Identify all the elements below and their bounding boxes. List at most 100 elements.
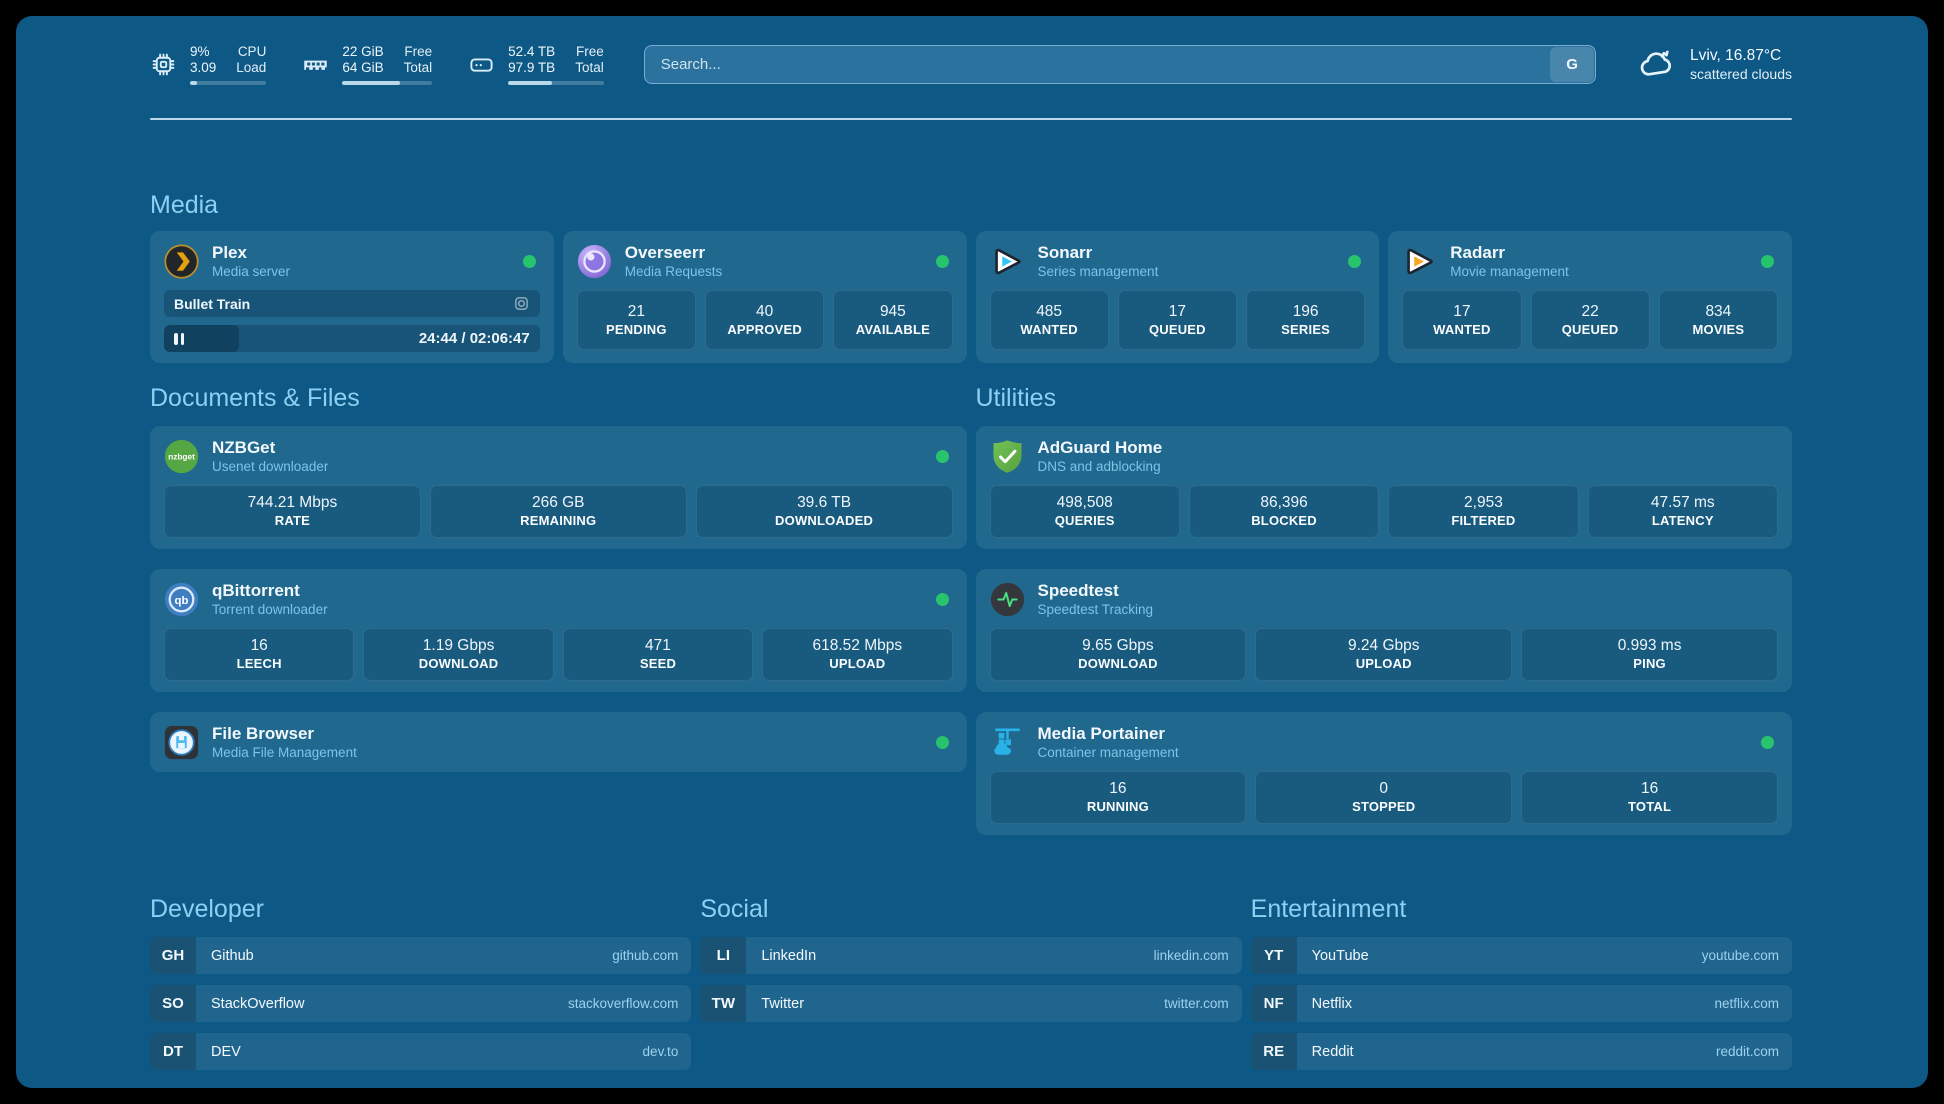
search-bar: G <box>643 44 1597 84</box>
cpu-icon <box>150 51 177 78</box>
app-card-header: File Browser Media File Management <box>164 723 953 761</box>
stat-value: 16 <box>250 637 268 654</box>
plex-icon <box>164 243 199 279</box>
now-playing-row: Bullet Train <box>164 290 540 317</box>
link-domain: stackoverflow.com <box>568 996 679 1011</box>
stat-label: UPLOAD <box>1355 656 1412 671</box>
link-abbr: NF <box>1250 985 1297 1022</box>
app-stats: 17 WANTED 22 QUEUED 834 MOVIES <box>1402 290 1778 350</box>
app-stats: 485 WANTED 17 QUEUED 196 SERIES <box>989 290 1366 350</box>
stat-value: 16 <box>1640 780 1659 797</box>
system-stat-body: 52.4 TB 97.9 TB Free Total <box>508 44 604 85</box>
stat-label: UPLOAD <box>829 656 886 671</box>
stat-progress-fill <box>190 80 197 85</box>
stat-value: 9.24 Gbps <box>1347 637 1420 654</box>
app-card-media-portainer[interactable]: Media Portainer Container management 16 RUN… <box>975 712 1792 835</box>
weather-condition: scattered clouds <box>1690 65 1792 82</box>
link-name: Github <box>211 947 254 964</box>
stat-value: 0 <box>1379 780 1389 797</box>
stat-label: SERIES <box>1281 322 1331 337</box>
stat-value: 266 GB <box>531 494 585 511</box>
app-card-plex[interactable]: Plex Media server Bullet Train 24:44 / 02:0… <box>150 231 554 363</box>
link-name: Twitter <box>761 995 805 1012</box>
middle-columns: Documents & Files nzbget NZBGet Usenet dow… <box>150 384 1792 835</box>
stat-value: 498,508 <box>1056 494 1113 511</box>
stat-value: 22 <box>1581 303 1599 320</box>
stat-label: QUEUED <box>1148 322 1206 337</box>
link-stackoverflow[interactable]: SO StackOverflow stackoverflow.com <box>150 985 692 1022</box>
stat-value-top: 9% <box>190 43 210 59</box>
weather-text: Lviv, 16.87°C scattered clouds <box>1690 46 1792 83</box>
stat-value: 196 <box>1292 303 1319 320</box>
search-engine-button[interactable]: G <box>1550 46 1595 82</box>
cloud-icon <box>1638 45 1676 83</box>
stat-progress-bar <box>508 80 604 85</box>
search-input[interactable] <box>643 44 1597 84</box>
stat-label: DOWNLOAD <box>1078 656 1158 671</box>
app-card-header: Speedtest Speedtest Tracking <box>990 580 1779 618</box>
link-github[interactable]: GH Github github.com <box>150 937 692 974</box>
link-domain: dev.to <box>642 1044 679 1059</box>
disk-icon <box>468 51 495 78</box>
stat-value: 2,953 <box>1464 494 1503 511</box>
header-divider <box>150 118 1792 120</box>
app-card-speedtest[interactable]: Speedtest Speedtest Tracking 9.65 Gbps DOWN… <box>975 569 1792 692</box>
link-domain: twitter.com <box>1164 996 1229 1011</box>
stat-value-bottom: 3.09 <box>190 59 217 75</box>
overseerr-icon <box>577 244 612 279</box>
stat-value: 618.52 Mbps <box>812 637 903 654</box>
stat-tile-total: 16 TOTAL <box>1521 771 1778 824</box>
app-card-overseerr[interactable]: Overseerr Media Requests 21 PENDING 40 APPROV… <box>562 231 967 363</box>
stat-tile-series: 196 SERIES <box>1246 290 1366 350</box>
link-reddit[interactable]: RE Reddit reddit.com <box>1250 1033 1792 1070</box>
link-domain: linkedin.com <box>1153 948 1229 963</box>
link-twitter[interactable]: TW Twitter twitter.com <box>700 985 1242 1022</box>
app-card-adguard-home[interactable]: AdGuard Home DNS and adblocking 498,508 QUE… <box>975 426 1792 549</box>
playback-progress-bar[interactable]: 24:44 / 02:06:47 <box>164 325 540 352</box>
link-domain: youtube.com <box>1701 948 1779 963</box>
app-name: NZBGet <box>212 437 276 457</box>
link-dev[interactable]: DT DEV dev.to <box>150 1033 692 1070</box>
stat-label: DOWNLOADED <box>775 513 874 528</box>
app-card-nzbget[interactable]: nzbget NZBGet Usenet downloader 744.21 Mbps… <box>150 426 967 549</box>
stat-tile-queued: 17 QUEUED <box>1117 290 1237 350</box>
link-section-entertainment: Entertainment YT YouTube youtube.com NF Netfl… <box>1250 895 1792 1070</box>
stat-tile-wanted: 17 WANTED <box>1402 290 1522 350</box>
app-meta: Plex Media server <box>212 243 510 280</box>
link-abbr: GH <box>150 937 196 974</box>
stat-label: PING <box>1633 656 1666 671</box>
app-card-qbittorrent[interactable]: qb qBittorrent Torrent downloader 16 LEECH 1.… <box>150 569 967 692</box>
app-subtitle: DNS and adblocking <box>1037 458 1161 474</box>
stat-value: 485 <box>1036 303 1063 320</box>
weather-widget: Lviv, 16.87°C scattered clouds <box>1638 45 1792 83</box>
stat-values: 9% 3.09 <box>190 44 216 76</box>
app-stats: 498,508 QUERIES 86,396 BLOCKED 2,953 FILTERED… <box>989 485 1778 538</box>
system-stat-cpu: 9% 3.09 CPU Load <box>150 44 267 85</box>
app-meta: Media Portainer Container management <box>1038 724 1749 761</box>
link-domain: reddit.com <box>1715 1044 1779 1059</box>
link-abbr: LI <box>700 937 747 974</box>
online-status-dot <box>935 735 949 749</box>
app-card-radarr[interactable]: Radarr Movie management 17 WANTED 22 QUEUED 83… <box>1388 231 1792 363</box>
stat-label: AVAILABLE <box>855 322 930 337</box>
weather-location-temp: Lviv, 16.87°C <box>1690 46 1782 64</box>
stat-tile-pending: 21 PENDING <box>576 290 696 350</box>
link-name: DEV <box>211 1043 241 1060</box>
pause-icon[interactable] <box>174 332 184 345</box>
link-linkedin[interactable]: LI LinkedIn linkedin.com <box>700 937 1242 974</box>
app-subtitle: Media File Management <box>212 744 357 760</box>
app-card-sonarr[interactable]: Sonarr Series management 485 WANTED 17 QUEUED… <box>975 231 1380 363</box>
app-card-file-browser[interactable]: File Browser Media File Management <box>150 712 967 772</box>
stat-value: 1.19 Gbps <box>422 637 495 654</box>
link-youtube[interactable]: YT YouTube youtube.com <box>1250 937 1792 974</box>
stat-label: RATE <box>274 513 311 528</box>
stat-labels: Free Total <box>404 44 433 76</box>
stat-label-bottom: Total <box>575 59 604 75</box>
stat-value: 9.65 Gbps <box>1082 637 1154 654</box>
documents-card-stack: nzbget NZBGet Usenet downloader 744.21 Mbps… <box>150 426 967 772</box>
utilities-column: Utilities AdGuard Home DNS and adblocking… <box>975 384 1792 835</box>
link-netflix[interactable]: NF Netflix netflix.com <box>1250 985 1792 1022</box>
app-meta: AdGuard Home DNS and adblocking <box>1038 438 1779 475</box>
online-status-dot <box>935 254 949 268</box>
stat-label: LEECH <box>236 656 282 671</box>
